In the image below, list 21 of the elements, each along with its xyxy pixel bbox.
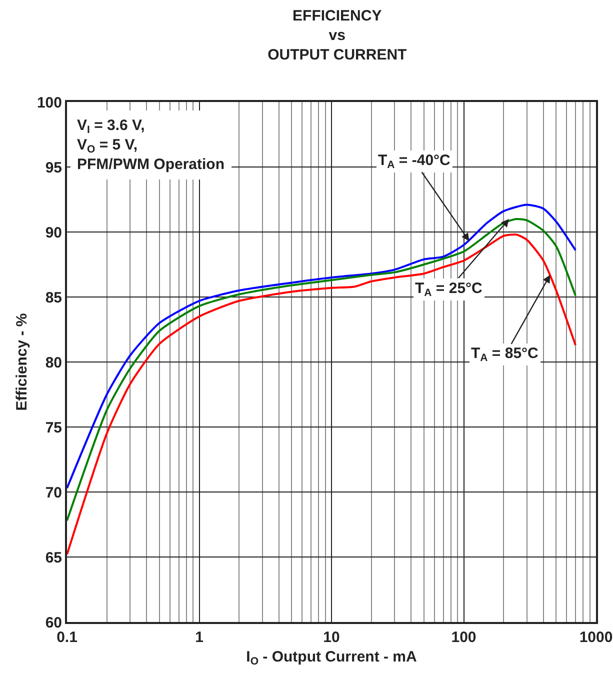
x-tick-label: 0.1 [56, 629, 78, 646]
chart-title: EFFICIENCY vs OUTPUT CURRENT [268, 7, 407, 64]
y-tick-label: 60 [45, 614, 62, 632]
y-tick-label: 70 [45, 484, 62, 502]
x-tick-label: 1 [195, 629, 204, 646]
annotation: T$_{A}$ = 25°C [415, 280, 483, 300]
y-tick-label: 75 [45, 419, 62, 436]
y-tick-label: 65 [45, 549, 62, 566]
y-tick-label: 85 [45, 289, 62, 306]
y-axis-title: Efficiency - % [14, 313, 31, 411]
annotation: V$_{I}$ = 3.6 V, V$_{O}$ = 5 V, PFM/PWM Operation [77, 117, 224, 173]
y-tick-label: 80 [45, 354, 62, 372]
x-tick-label: 100 [451, 629, 476, 646]
x-tick-label: 1000 [579, 629, 613, 646]
x-tick-label: 10 [323, 629, 340, 646]
annotation: T$_{A}$ = -40°C [378, 152, 451, 172]
y-tick-label: 90 [45, 224, 62, 242]
y-tick-label: 95 [45, 159, 62, 176]
x-axis-title: I$_{O}$ - Output Current - mA [246, 648, 417, 668]
annotation: T$_{A}$ = 85°C [471, 345, 539, 364]
y-tick-label: 100 [36, 94, 62, 112]
